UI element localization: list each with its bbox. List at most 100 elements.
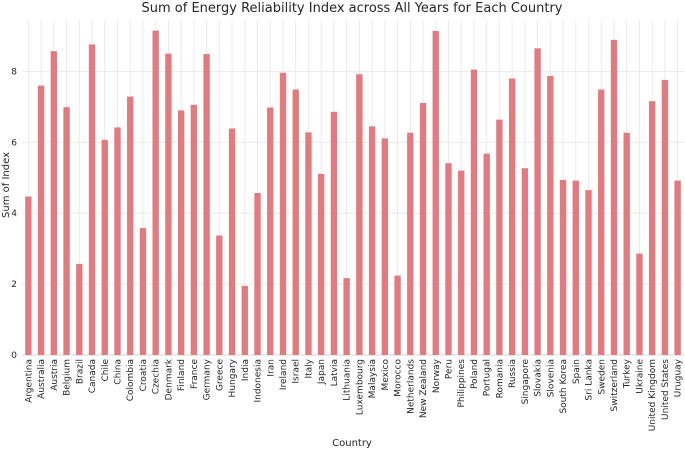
x-tick-label: South Korea [559,359,569,414]
bar-germany [203,54,210,356]
x-tick-label: Norway [432,358,442,393]
x-tick-label: Singapore [521,359,531,405]
x-tick-label: Italy [304,358,314,378]
bar-china [114,127,121,356]
y-tick-label: 0 [11,351,17,361]
x-tick-label: India [241,359,251,381]
bar-netherlands [407,132,414,355]
bar-denmark [165,53,172,356]
x-axis-ticks: Argentina Australia Austria Belgium Brazil Ca… [24,358,683,431]
x-tick-label: Greece [215,359,225,391]
bar-czechia [152,30,159,356]
x-tick-label: Luxembourg [355,359,365,415]
bar-peru [445,163,452,355]
x-tick-label: China [113,359,123,385]
chart-title: Sum of Energy Reliability Index across A… [142,1,563,16]
bar-south-korea [559,179,567,355]
x-tick-label: Czechia [152,359,162,394]
x-tick-label: Mexico [381,359,391,391]
bar-malaysia [368,126,376,355]
x-tick-label: Netherlands [406,359,416,414]
bar-slovakia [534,48,541,355]
x-tick-label: Switzerland [610,359,620,412]
x-tick-label: Finland [177,359,187,391]
bar-russia [508,78,516,355]
x-tick-label: Chile [101,359,111,382]
x-tick-label: Croatia [139,359,149,391]
x-tick-label: Austria [50,359,60,391]
bar-morocco [394,275,401,355]
x-tick-label: New Zealand [419,359,429,418]
bar-iran [267,107,274,355]
x-tick-label: France [190,359,200,389]
x-tick-label: Canada [88,359,98,393]
x-tick-label: United Kingdom [648,359,658,431]
x-tick-label: Romania [495,359,505,398]
x-tick-label: Colombia [126,359,136,401]
x-tick-label: Poland [470,359,480,389]
bar-switzerland [610,39,618,355]
x-tick-label: Ireland [279,359,289,390]
x-tick-label: Philippines [457,359,467,408]
bar-belgium [63,107,70,355]
x-tick-label: Slovakia [534,359,544,397]
x-tick-label: Indonesia [254,359,264,403]
x-tick-label: Latvia [330,359,340,386]
x-tick-label: Israel [292,359,302,384]
x-tick-label: Australia [37,359,47,399]
bar-croatia [139,228,147,355]
bar-sweden [598,89,605,356]
bar-italy [305,132,312,355]
bar-austria [50,51,58,355]
bar-norway [432,30,439,356]
bar-new-zealand [419,102,427,355]
bar-argentina [25,196,32,355]
y-tick-label: 6 [11,138,17,148]
bar-portugal [483,153,490,355]
x-tick-label: Ukraine [635,359,645,394]
bar-israel [292,89,299,356]
x-tick-label: Turkey [623,358,633,389]
bar-greece [216,235,223,355]
bar-chile [101,139,108,355]
bar-mexico [381,138,389,355]
gridlines [22,20,684,356]
bar-france [190,104,198,355]
x-tick-label: Spain [572,359,582,384]
bar-philippines [458,170,465,355]
bar-lithuania [343,278,350,355]
x-tick-label: United States [661,359,671,420]
x-tick-label: Hungary [228,358,238,397]
y-tick-label: 4 [11,209,17,219]
x-tick-label: Russia [508,359,518,388]
x-tick-label: Lithuania [343,359,353,401]
bar-romania [496,119,503,355]
bar-india [241,285,248,355]
bar-slovenia [547,76,554,355]
bar-finland [177,110,185,356]
bar-luxembourg [356,74,363,355]
bar-singapore [521,168,529,355]
bar-japan [317,173,325,355]
x-tick-label: Sri Lanka [585,359,595,401]
bar-hungary [228,128,236,355]
bar-poland [470,69,478,355]
bar-brazil [76,263,83,355]
bar-sri-lanka [585,190,592,355]
x-tick-label: Brazil [75,359,85,384]
y-axis-label: Sum of Index [1,152,12,218]
bar-indonesia [254,192,261,355]
y-tick-label: 2 [11,280,17,290]
bar-ukraine [636,253,643,355]
x-tick-label: Portugal [483,359,493,396]
bar-ireland [279,72,287,356]
x-tick-label: Peru [444,359,454,379]
bar-turkey [623,132,630,355]
bars [25,30,681,356]
x-tick-label: Sweden [597,359,607,395]
x-tick-label: Malaysia [368,359,378,398]
bar-united-states [661,79,669,356]
y-tick-label: 8 [11,67,17,77]
bar-uruguay [674,180,681,355]
